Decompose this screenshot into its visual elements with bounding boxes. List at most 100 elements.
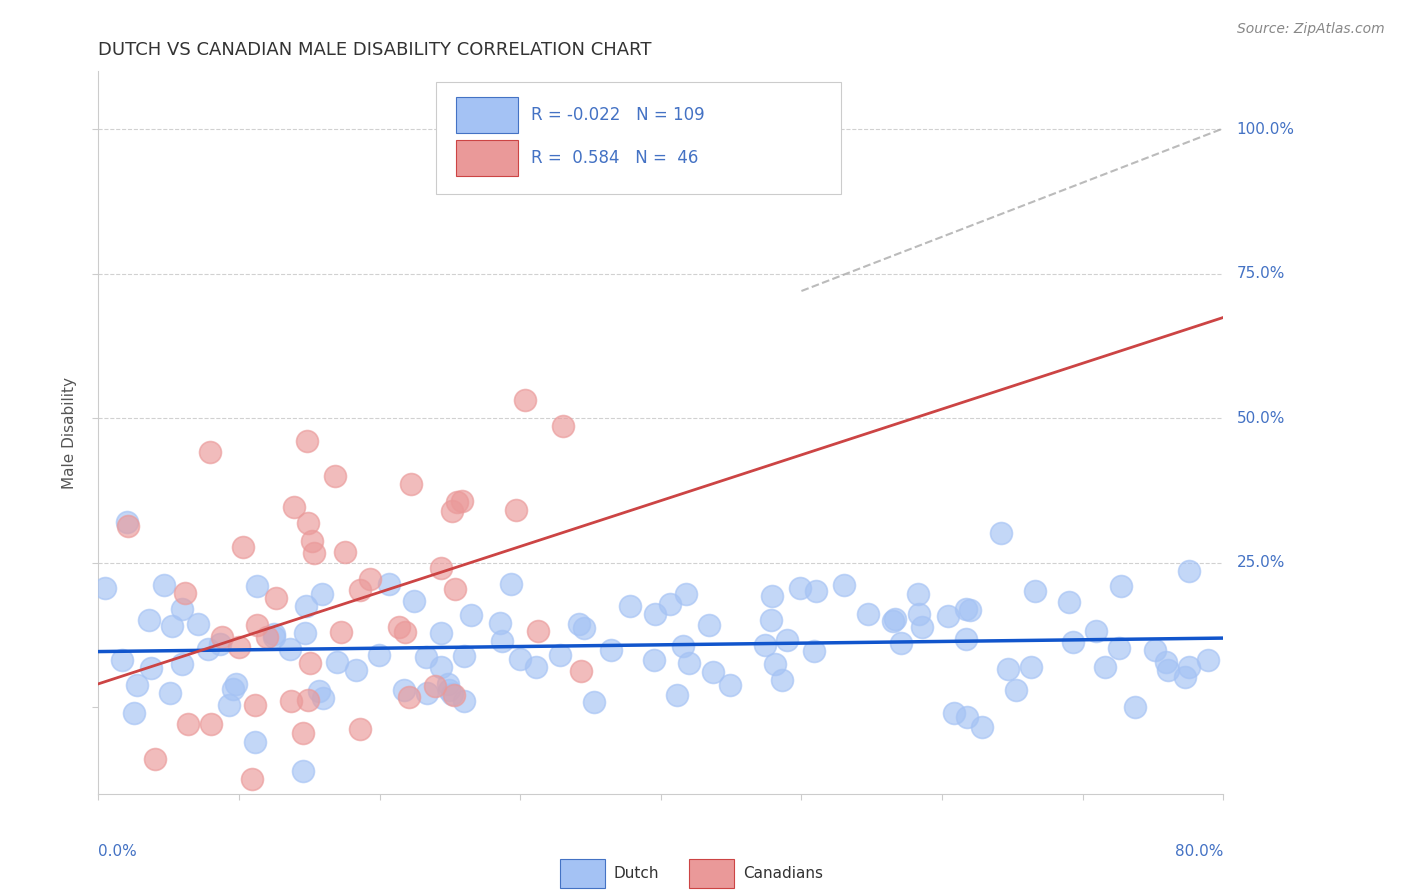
Point (551, 419, 574, 434)
Point (392, 682, 415, 697)
Point (218, 698, 240, 712)
Point (93, 582, 115, 596)
Point (187, 616, 209, 631)
Point (499, 577, 522, 591)
Point (970, 720, 993, 734)
Point (440, 686, 463, 700)
Point (600, 643, 623, 657)
Point (644, 607, 666, 621)
Text: Canadians: Canadians (742, 866, 823, 881)
FancyBboxPatch shape (689, 859, 734, 888)
FancyBboxPatch shape (456, 140, 517, 176)
Point (856, 607, 879, 622)
Point (127, 678, 149, 692)
Point (326, 655, 349, 669)
Point (1062, 635, 1084, 649)
Point (759, 613, 782, 627)
Point (246, 578, 269, 592)
Point (446, 495, 468, 509)
Point (245, 735, 267, 749)
Point (138, 613, 160, 627)
Point (291, 764, 314, 779)
Point (702, 665, 724, 680)
Point (678, 656, 700, 670)
Text: 100.0%: 100.0% (1237, 121, 1295, 136)
Point (246, 618, 269, 632)
Point (429, 660, 451, 674)
Point (1085, 624, 1108, 638)
Text: 25.0%: 25.0% (1237, 555, 1285, 570)
Point (453, 649, 475, 664)
Point (263, 627, 285, 641)
Point (1019, 659, 1042, 673)
Point (659, 597, 682, 611)
Point (122, 706, 145, 721)
Point (256, 630, 278, 644)
Point (990, 525, 1012, 540)
Point (200, 716, 222, 731)
Point (574, 621, 596, 635)
Point (441, 504, 464, 518)
Point (297, 693, 319, 707)
Point (291, 726, 314, 740)
Point (1004, 683, 1026, 698)
Point (1057, 594, 1080, 608)
Point (1178, 565, 1201, 579)
Point (425, 679, 447, 693)
Point (568, 617, 591, 632)
Y-axis label: Male Disability: Male Disability (62, 376, 77, 489)
Text: R = -0.022   N = 109: R = -0.022 N = 109 (531, 106, 704, 124)
Point (943, 706, 966, 721)
Point (349, 583, 371, 598)
Point (955, 602, 977, 616)
Point (335, 545, 357, 559)
Text: 80.0%: 80.0% (1175, 845, 1223, 860)
Point (160, 619, 183, 633)
Point (367, 648, 389, 663)
Point (619, 599, 641, 613)
Point (569, 665, 592, 679)
Point (890, 636, 912, 650)
Point (643, 653, 665, 667)
Point (399, 477, 422, 491)
Point (430, 626, 453, 640)
Text: DUTCH VS CANADIAN MALE DISABILITY CORRELATION CHART: DUTCH VS CANADIAN MALE DISABILITY CORREL… (98, 41, 652, 59)
Point (330, 624, 353, 639)
Point (211, 630, 233, 644)
Point (882, 614, 904, 628)
Point (1109, 579, 1132, 593)
Point (198, 444, 221, 458)
Point (453, 694, 475, 708)
Point (172, 657, 194, 671)
Point (177, 717, 200, 731)
Point (311, 587, 333, 601)
Point (718, 678, 741, 692)
Point (1024, 584, 1046, 599)
Point (278, 641, 301, 656)
Point (1094, 660, 1116, 674)
Point (304, 546, 326, 560)
Point (582, 695, 605, 709)
Point (437, 682, 460, 697)
Point (460, 608, 482, 623)
Point (349, 722, 371, 736)
Point (491, 634, 513, 648)
Point (911, 620, 934, 634)
Point (301, 533, 323, 548)
Text: Dutch: Dutch (613, 866, 659, 881)
FancyBboxPatch shape (560, 859, 605, 888)
Point (1157, 663, 1180, 677)
Point (509, 652, 531, 666)
Point (243, 698, 266, 712)
Point (1154, 655, 1177, 669)
Point (804, 584, 827, 599)
Point (295, 599, 318, 613)
Point (299, 656, 322, 670)
Point (524, 660, 547, 674)
Point (1144, 643, 1167, 657)
Point (415, 649, 437, 664)
Point (443, 688, 465, 702)
Point (832, 578, 855, 592)
Point (228, 640, 250, 655)
FancyBboxPatch shape (456, 96, 517, 133)
